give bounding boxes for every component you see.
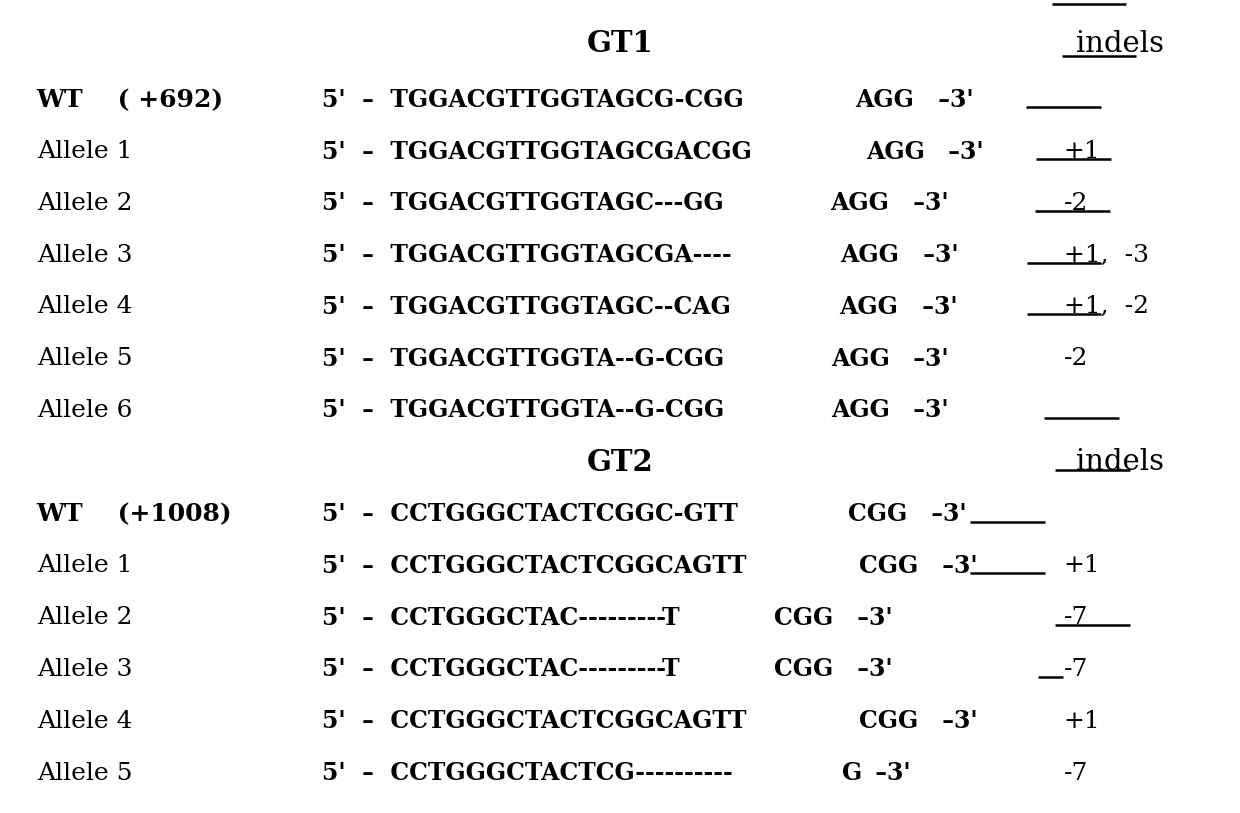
Text: –3': –3' (849, 606, 893, 629)
Text: –3': –3' (905, 346, 949, 371)
Text: +1: +1 (1064, 140, 1100, 163)
Text: -7: -7 (1064, 658, 1087, 681)
Text: 5'  –  TGGACGTTGGTA--G-CGG: 5' – TGGACGTTGGTA--G-CGG (322, 398, 724, 423)
Text: AGG: AGG (831, 191, 889, 215)
Text: AGG: AGG (856, 88, 914, 111)
Text: –3': –3' (915, 243, 959, 267)
Text: –3': –3' (849, 658, 893, 681)
Text: CGG: CGG (775, 606, 833, 629)
Text: G: G (842, 761, 862, 785)
Text: AGG: AGG (831, 398, 890, 423)
Text: indels: indels (1075, 30, 1163, 58)
Text: indels: indels (1075, 448, 1163, 476)
Text: -7: -7 (1064, 606, 1087, 629)
Text: +1: +1 (1064, 554, 1100, 577)
Text: Allele 2: Allele 2 (37, 192, 133, 215)
Text: 5'  –  CCTGGGCTACTCGGCAGTT: 5' – CCTGGGCTACTCGGCAGTT (322, 709, 746, 733)
Text: Allele 2: Allele 2 (37, 606, 133, 629)
Text: Allele 1: Allele 1 (37, 140, 133, 163)
Text: CGG: CGG (848, 502, 908, 526)
Text: +1,  -3: +1, -3 (1064, 244, 1148, 267)
Text: WT    ( +692): WT ( +692) (37, 88, 224, 111)
Text: –3': –3' (867, 761, 911, 785)
Text: 5'  –  TGGACGTTGGTAGC---GG: 5' – TGGACGTTGGTAGC---GG (322, 191, 724, 215)
Text: +1: +1 (1064, 710, 1100, 733)
Text: –3': –3' (905, 398, 949, 423)
Text: CGG: CGG (775, 658, 833, 681)
Text: -7: -7 (1064, 762, 1087, 785)
Text: 5'  –  TGGACGTTGGTAGCGA----: 5' – TGGACGTTGGTAGCGA---- (322, 243, 732, 267)
Text: 5'  –  TGGACGTTGGTA--G-CGG: 5' – TGGACGTTGGTA--G-CGG (322, 346, 724, 371)
Text: 5'  –  CCTGGGCTACTCG----------: 5' – CCTGGGCTACTCG---------- (322, 761, 733, 785)
Text: 5'  –  CCTGGGCTACTCGGCAGTT: 5' – CCTGGGCTACTCGGCAGTT (322, 554, 746, 578)
Text: Allele 5: Allele 5 (37, 347, 133, 370)
Text: WT    (+1008): WT (+1008) (37, 502, 232, 526)
Text: CGG: CGG (859, 709, 919, 733)
Text: CGG: CGG (859, 554, 919, 578)
Text: 5'  –  TGGACGTTGGTAGCG-CGG: 5' – TGGACGTTGGTAGCG-CGG (322, 88, 744, 111)
Text: Allele 1: Allele 1 (37, 554, 133, 577)
Text: AGG: AGG (839, 295, 898, 319)
Text: –3': –3' (914, 295, 957, 319)
Text: -2: -2 (1064, 192, 1087, 215)
Text: –3': –3' (934, 709, 977, 733)
Text: 5'  –  CCTGGGCTACTCGGC-GTT: 5' – CCTGGGCTACTCGGC-GTT (322, 502, 738, 526)
Text: +1,  -2: +1, -2 (1064, 295, 1148, 319)
Text: GT2: GT2 (587, 448, 653, 476)
Text: 5'  –  TGGACGTTGGTAGC--CAG: 5' – TGGACGTTGGTAGC--CAG (322, 295, 732, 319)
Text: Allele 5: Allele 5 (37, 762, 133, 785)
Text: AGG: AGG (831, 346, 890, 371)
Text: –3': –3' (934, 554, 977, 578)
Text: AGG: AGG (866, 140, 925, 163)
Text: 5'  –  TGGACGTTGGTAGCGACGG: 5' – TGGACGTTGGTAGCGACGG (322, 140, 753, 163)
Text: Allele 4: Allele 4 (37, 295, 133, 319)
Text: AGG: AGG (841, 243, 899, 267)
Text: Allele 4: Allele 4 (37, 710, 133, 733)
Text: –3': –3' (930, 88, 973, 111)
Text: 5'  –  CCTGGGCTAC---------T: 5' – CCTGGGCTAC---------T (322, 606, 680, 629)
Text: –3': –3' (905, 191, 949, 215)
Text: GT1: GT1 (587, 29, 653, 59)
Text: 5'  –  CCTGGGCTAC---------T: 5' – CCTGGGCTAC---------T (322, 658, 680, 681)
Text: Allele 3: Allele 3 (37, 658, 133, 681)
Text: Allele 6: Allele 6 (37, 399, 133, 422)
Text: –3': –3' (923, 502, 967, 526)
Text: -2: -2 (1064, 347, 1087, 370)
Text: Allele 3: Allele 3 (37, 244, 133, 267)
Text: –3': –3' (940, 140, 983, 163)
